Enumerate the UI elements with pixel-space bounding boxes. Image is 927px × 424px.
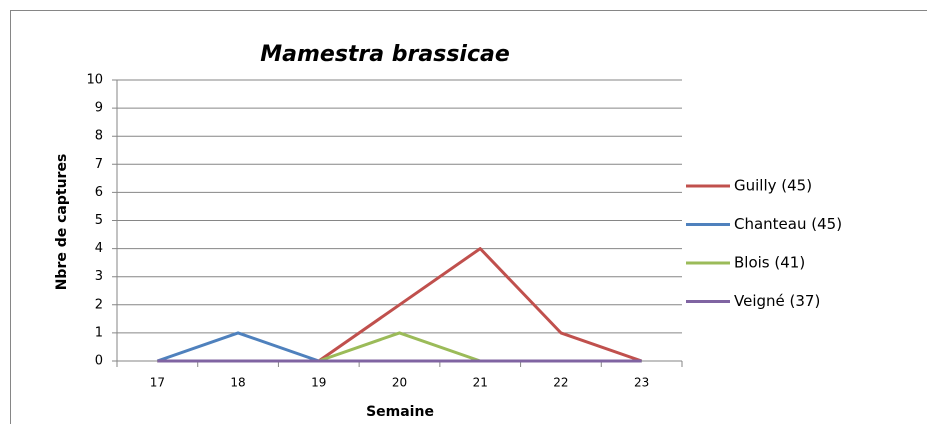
y-tick-label: 6: [95, 185, 103, 200]
chart-title: Mamestra brassicae: [260, 42, 510, 67]
x-tick-label: 22: [553, 376, 568, 390]
y-tick-label: 2: [95, 297, 103, 312]
y-tick-label: 10: [86, 73, 103, 88]
x-tick-label: 18: [230, 376, 245, 390]
y-tick-label: 1: [95, 325, 103, 340]
x-tick-label: 17: [150, 376, 165, 390]
x-axis-label: Semaine: [366, 404, 434, 420]
x-tick-label: 20: [392, 376, 407, 390]
legend-label: Chanteau (45): [734, 215, 842, 233]
y-tick-label: 9: [95, 101, 103, 116]
y-tick-label: 0: [95, 354, 103, 369]
y-tick-label: 3: [95, 269, 103, 284]
y-tick-label: 8: [95, 129, 103, 144]
x-tick-label: 21: [473, 376, 488, 390]
y-axis-label: Nbre de captures: [54, 154, 70, 291]
y-tick-label: 5: [95, 213, 103, 228]
legend-label: Guilly (45): [734, 177, 812, 195]
legend-label: Veigné (37): [734, 292, 820, 310]
legend-label: Blois (41): [734, 254, 805, 272]
y-tick-label: 7: [95, 157, 103, 172]
y-tick-label: 4: [95, 241, 103, 256]
x-tick-label: 19: [311, 376, 326, 390]
x-tick-label: 23: [634, 376, 649, 390]
chart-frame: [10, 10, 927, 424]
